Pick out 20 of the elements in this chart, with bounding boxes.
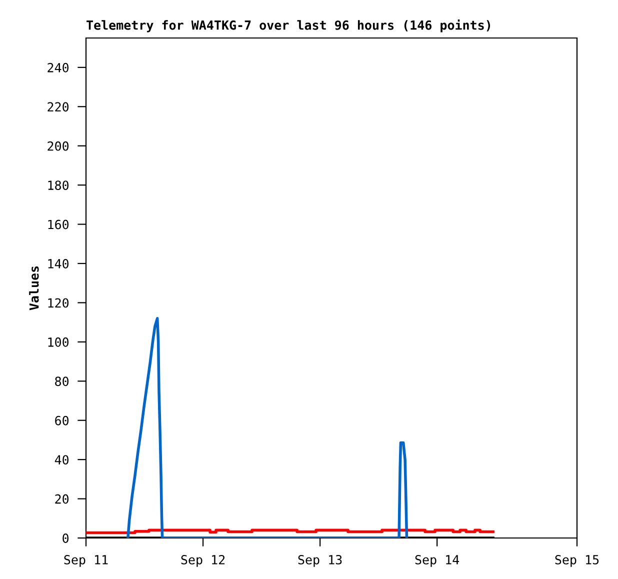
y-tick-label: 0 [62,534,69,543]
y-tick-label: 200 [48,141,69,151]
y-tick-label: 60 [55,416,69,426]
y-tick-label: 160 [48,220,69,230]
y-tick-label: 180 [48,180,69,190]
y-tick-label: 240 [48,62,69,72]
y-tick-label: 20 [55,494,69,504]
x-tick-label: Sep 14 [415,554,460,567]
x-tick-label: Sep 15 [555,554,599,567]
y-tick-label: 120 [48,298,69,308]
x-tick-label: Sep 11 [64,554,108,567]
chart-title: Telemetry for WA4TKG-7 over last 96 hours (146 points) [86,20,490,32]
y-tick-label: 220 [48,102,69,112]
x-tick-label: Sep 13 [298,554,342,567]
y-tick-label: 40 [54,455,69,465]
y-tick-label: 140 [48,258,69,268]
x-tick-label: Sep 12 [181,554,225,567]
y-tick-label: 100 [48,337,69,347]
y-tick-label: 80 [55,376,69,386]
y-axis-title: Values [29,266,39,310]
